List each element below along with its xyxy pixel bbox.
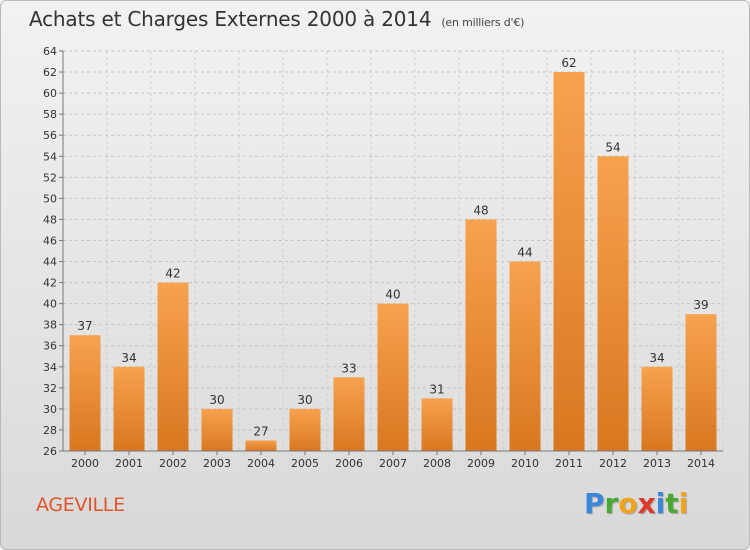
y-tick-label: 28 xyxy=(43,424,57,437)
bar xyxy=(201,408,233,451)
y-tick-label: 50 xyxy=(43,192,57,205)
y-tick-label: 34 xyxy=(43,361,57,374)
axes: 26 28 30 32 34 36 38 40 42 44 46 48 50 52 54 56 58 60 62 64… xyxy=(43,45,723,470)
y-tick-label: 60 xyxy=(43,87,57,100)
logo-letter: x xyxy=(637,487,656,520)
logo-letter: t xyxy=(665,487,679,520)
chart-title-text: Achats et Charges Externes 2000 à 2014 xyxy=(29,7,432,31)
y-tick-label: 54 xyxy=(43,150,57,163)
x-tick-label: 2001 xyxy=(115,457,143,470)
x-tick-label: 2005 xyxy=(291,457,319,470)
y-tick-label: 58 xyxy=(43,108,57,121)
x-tick-label: 2014 xyxy=(687,457,715,470)
y-tick-label: 38 xyxy=(43,319,57,332)
x-tick-label: 2010 xyxy=(511,457,539,470)
chart-title: Achats et Charges Externes 2000 à 2014 (e… xyxy=(29,7,524,31)
y-tick-label: 46 xyxy=(43,234,57,247)
data-label: 34 xyxy=(121,351,136,365)
data-label: 33 xyxy=(341,361,356,375)
x-tick-label: 2004 xyxy=(247,457,275,470)
data-label: 48 xyxy=(473,203,488,217)
proxiti-logo[interactable]: Proxiti xyxy=(584,487,688,520)
x-tick-label: 2011 xyxy=(555,457,583,470)
bar xyxy=(113,366,145,451)
x-tick-label: 2013 xyxy=(643,457,671,470)
bar xyxy=(641,366,673,451)
y-tick-label: 40 xyxy=(43,298,57,311)
x-tick-label: 2006 xyxy=(335,457,363,470)
data-label: 39 xyxy=(693,298,708,312)
bar xyxy=(509,261,541,451)
y-tick-label: 26 xyxy=(43,445,57,458)
y-tick-label: 62 xyxy=(43,66,57,79)
bars: 37 34 42 30 27 30 33 40 31 48 44 62 54 34 39 xyxy=(69,56,717,451)
bar xyxy=(553,72,585,451)
bar xyxy=(289,408,321,451)
y-tick-label: 32 xyxy=(43,382,57,395)
y-tick-label: 48 xyxy=(43,213,57,226)
data-label: 44 xyxy=(517,246,532,260)
logo-letter: r xyxy=(604,487,619,520)
data-label: 31 xyxy=(429,382,444,396)
bar xyxy=(685,314,717,451)
chart-subtitle: (en milliers d'€) xyxy=(441,16,525,29)
logo-letter: P xyxy=(584,487,605,520)
y-tick-label: 52 xyxy=(43,171,57,184)
bar xyxy=(421,398,453,451)
bar xyxy=(377,303,409,451)
x-tick-label: 2002 xyxy=(159,457,187,470)
x-tick-label: 2009 xyxy=(467,457,495,470)
x-tick-label: 2000 xyxy=(71,457,99,470)
data-label: 54 xyxy=(605,140,620,154)
y-tick-label: 30 xyxy=(43,403,57,416)
y-tick-label: 42 xyxy=(43,277,57,290)
bar xyxy=(69,335,101,451)
x-tick-label: 2008 xyxy=(423,457,451,470)
logo-letter: o xyxy=(618,487,638,520)
x-tick-label: 2003 xyxy=(203,457,231,470)
place-name: AGEVILLE xyxy=(36,494,125,516)
bar xyxy=(597,156,629,451)
data-label: 30 xyxy=(209,393,224,407)
y-tick-label: 36 xyxy=(43,340,57,353)
bar xyxy=(465,219,497,451)
bar xyxy=(245,440,277,451)
data-label: 34 xyxy=(649,351,664,365)
data-label: 30 xyxy=(297,393,312,407)
y-tick-label: 56 xyxy=(43,129,57,142)
bar xyxy=(333,377,365,451)
y-tick-label: 44 xyxy=(43,256,57,269)
data-label: 27 xyxy=(253,424,268,438)
logo-letter: i xyxy=(655,487,666,520)
data-label: 62 xyxy=(561,56,576,70)
x-tick-label: 2012 xyxy=(599,457,627,470)
data-label: 40 xyxy=(385,288,400,302)
y-tick-label: 64 xyxy=(43,45,57,58)
logo-letter: i xyxy=(678,487,689,520)
data-label: 37 xyxy=(77,319,92,333)
data-label: 42 xyxy=(165,267,180,281)
bar xyxy=(157,282,189,451)
x-tick-label: 2007 xyxy=(379,457,407,470)
